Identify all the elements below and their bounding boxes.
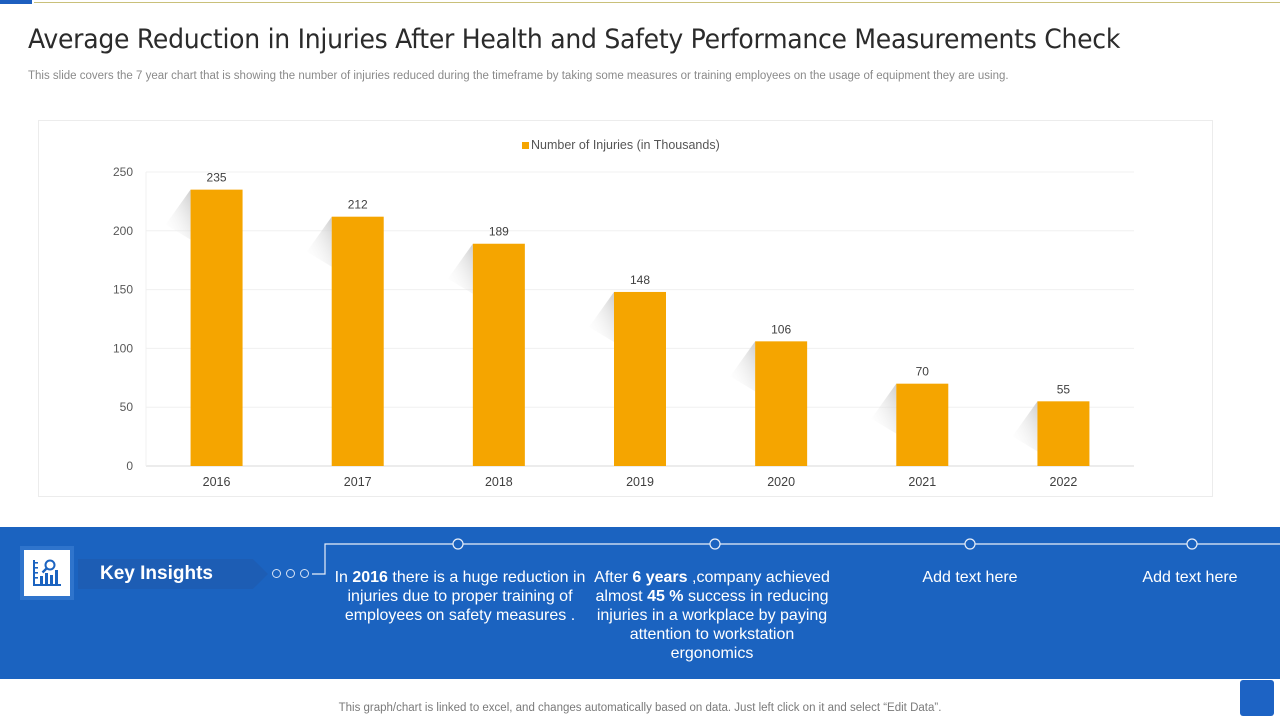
bar-shadows bbox=[165, 189, 1038, 452]
bar-shadow bbox=[1012, 401, 1038, 452]
insight-segment: Add text here bbox=[1142, 569, 1238, 586]
timeline-node bbox=[1186, 538, 1198, 550]
bar-2021[interactable] bbox=[896, 383, 949, 466]
insight-segment: Add text here bbox=[922, 569, 1018, 586]
timeline-line bbox=[312, 543, 1280, 575]
bar-shadow bbox=[306, 216, 332, 267]
x-tick-label: 2018 bbox=[485, 475, 513, 489]
connector-dot bbox=[300, 569, 309, 578]
connector-dot bbox=[272, 569, 281, 578]
y-tick-label: 150 bbox=[113, 283, 133, 297]
top-divider bbox=[34, 2, 1280, 3]
data-label: 148 bbox=[630, 273, 650, 287]
timeline-node bbox=[452, 538, 464, 550]
x-tick-label: 2019 bbox=[626, 475, 654, 489]
legend: Number of Injuries (in Thousands) bbox=[522, 138, 720, 152]
corner-button[interactable] bbox=[1240, 680, 1274, 716]
bar-2019[interactable] bbox=[614, 291, 666, 466]
bar-2022[interactable] bbox=[1037, 401, 1090, 466]
y-tick-label: 200 bbox=[113, 224, 133, 238]
legend-swatch bbox=[522, 142, 529, 149]
timeline-node bbox=[964, 538, 976, 550]
x-tick-label: 2022 bbox=[1050, 475, 1078, 489]
bar-2016[interactable] bbox=[190, 189, 243, 466]
y-tick-label: 250 bbox=[113, 165, 133, 179]
bar-2020[interactable] bbox=[755, 341, 808, 466]
bar-shadow bbox=[589, 291, 614, 342]
data-labels: 235 212 189 148 106 70 55 bbox=[207, 171, 1071, 397]
insight-segment: In bbox=[334, 569, 353, 586]
insight-segment: success in reducing injuries in a workpl… bbox=[596, 588, 829, 662]
x-tick-label: 2020 bbox=[767, 475, 795, 489]
y-axis: 0 50 100 150 200 250 bbox=[113, 165, 147, 473]
timeline bbox=[312, 538, 1280, 575]
insight-text-4[interactable]: Add text here bbox=[1100, 568, 1280, 587]
timeline-node bbox=[709, 538, 721, 550]
y-tick-label: 0 bbox=[126, 459, 133, 473]
data-label: 55 bbox=[1057, 382, 1071, 396]
bar-shadow bbox=[871, 383, 897, 434]
chart-analysis-icon bbox=[33, 559, 61, 586]
insight-segment: ,company achieved almost bbox=[595, 569, 830, 605]
data-label: 106 bbox=[771, 322, 791, 336]
bar-shadow bbox=[447, 243, 473, 294]
page-subtitle: This slide covers the 7 year chart that … bbox=[28, 70, 1009, 82]
legend-label: Number of Injuries (in Thousands) bbox=[531, 138, 720, 152]
insight-segment: After bbox=[594, 569, 633, 586]
y-tick-label: 50 bbox=[120, 400, 134, 414]
chart-container[interactable]: 235 212 189 148 106 70 55 0 50 100 150 200 250 2016… bbox=[38, 120, 1213, 497]
key-insights-band bbox=[0, 527, 1280, 679]
insight-text-2: After 6 years ,company achieved almost 4… bbox=[592, 568, 832, 663]
insight-segment: there is a huge reduction in injuries du… bbox=[344, 569, 586, 624]
insight-highlight: 2016 bbox=[352, 569, 388, 586]
data-label: 235 bbox=[207, 171, 227, 185]
insight-text-3[interactable]: Add text here bbox=[880, 568, 1060, 587]
footer-note: This graph/chart is linked to excel, and… bbox=[338, 702, 942, 714]
insight-text-1: In 2016 there is a huge reduction in inj… bbox=[330, 568, 590, 625]
x-tick-label: 2021 bbox=[908, 475, 936, 489]
connector-dot bbox=[286, 569, 295, 578]
insight-highlight: 45 % bbox=[647, 588, 684, 605]
page-title: Average Reduction in Injuries After Heal… bbox=[28, 24, 1121, 55]
bar-2017[interactable] bbox=[331, 216, 384, 466]
bar-chart: 235 212 189 148 106 70 55 0 50 100 150 200 250 2016… bbox=[113, 138, 1134, 489]
x-axis: 2016 2017 2018 2019 2020 2021 2022 bbox=[203, 475, 1078, 489]
y-tick-label: 100 bbox=[113, 341, 133, 355]
x-tick-label: 2017 bbox=[344, 475, 372, 489]
insight-highlight: 6 years bbox=[632, 569, 688, 586]
connector-dots bbox=[272, 569, 309, 578]
bar-2018[interactable] bbox=[472, 243, 525, 466]
bars bbox=[190, 189, 1090, 466]
insights-icon-box bbox=[20, 546, 74, 600]
bar-shadow bbox=[730, 341, 756, 392]
top-accent-block bbox=[0, 0, 32, 4]
bar-shadow bbox=[165, 189, 191, 240]
data-label: 70 bbox=[916, 365, 930, 379]
x-tick-label: 2016 bbox=[203, 475, 231, 489]
data-label: 189 bbox=[489, 225, 509, 239]
key-insights-label: Key Insights bbox=[78, 559, 268, 589]
data-label: 212 bbox=[348, 198, 368, 212]
